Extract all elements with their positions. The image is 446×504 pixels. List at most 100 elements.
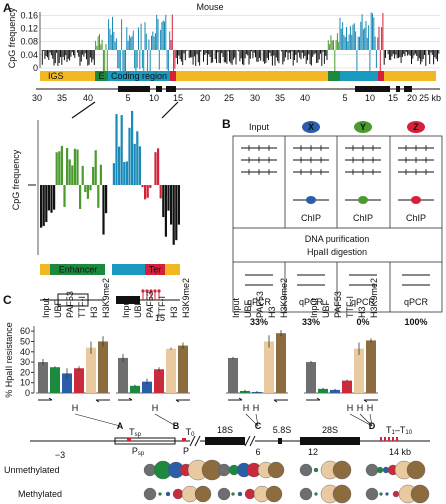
scale-label: 35 (57, 93, 67, 103)
label-part: –T (395, 425, 406, 435)
scale-label: 10 (149, 93, 159, 103)
gene-label: 28S (322, 425, 338, 435)
site-label: H (152, 403, 159, 413)
category-label: H3 (169, 306, 179, 318)
primer-arrow (363, 399, 368, 403)
schematic-block (116, 296, 140, 304)
coord-label: 12 (308, 447, 318, 457)
cpg-bar (115, 114, 118, 185)
cpg-bar (86, 185, 89, 199)
cpg-bar (79, 185, 82, 209)
y-tick-label: 0.08 (20, 37, 38, 47)
category-label: TTF-I (77, 296, 87, 318)
cpg-bar (159, 185, 162, 199)
cpg-bar (92, 166, 95, 185)
result: 33% (302, 317, 320, 327)
terminator (384, 437, 386, 441)
cpg-bar (45, 185, 48, 223)
coord-label: −3 (55, 450, 65, 460)
region-bar (108, 71, 170, 81)
scale-label: 30 (250, 93, 260, 103)
scale-label: 25 kb (419, 93, 441, 103)
category-label: UBF (243, 299, 253, 318)
y-tick-label: 10 (20, 378, 30, 388)
bar (228, 357, 238, 393)
cpg-bar (68, 159, 71, 185)
region-label: Coding region (111, 71, 167, 81)
site-letter: B (173, 421, 180, 431)
site-connector (154, 413, 177, 427)
result: 33% (250, 317, 268, 327)
gene-block (396, 86, 400, 92)
label-part: T (186, 427, 192, 437)
site-connector (74, 413, 121, 427)
column-label: Input (249, 122, 270, 132)
psp-label: Psp (132, 446, 145, 457)
region-bar (378, 71, 384, 81)
cpg-bar (141, 185, 144, 188)
terminator-head (153, 289, 157, 293)
cpg-bar (105, 185, 108, 214)
site-letter: D (369, 421, 376, 431)
scale-label: 15 (388, 93, 398, 103)
category-label: H3K9me2 (369, 278, 379, 318)
region-label: E (98, 71, 104, 81)
protein (358, 196, 368, 204)
category-label: H3K9me2 (101, 278, 111, 318)
category-label: TTF-I (345, 296, 355, 318)
bar (178, 345, 188, 393)
t-range-label: T1–T10 (386, 425, 413, 436)
protein (306, 196, 316, 204)
primer-arrow (175, 399, 180, 403)
scale-label: 30 (32, 93, 42, 103)
cpg-bar (131, 110, 134, 185)
coord-label: 14 kb (389, 447, 411, 457)
label-part: T (386, 425, 392, 435)
cpg-bar (128, 127, 131, 185)
cpg-bar (125, 161, 128, 185)
gene (300, 437, 360, 445)
schematic-box (57, 293, 89, 307)
cpg-bar (47, 185, 50, 211)
primer-arrow (316, 397, 321, 401)
protein-badge (354, 121, 372, 133)
p-label: P (183, 446, 189, 456)
cpg-bar (84, 185, 87, 192)
gene (205, 437, 245, 445)
row-label: Unmethylated (4, 465, 60, 475)
category-label: H3 (267, 306, 277, 318)
category-label: PAF53 (255, 291, 265, 318)
panel-b-frame (232, 135, 443, 313)
terminator-head (145, 289, 149, 293)
region-bar (50, 264, 105, 275)
t-sp-label: Tsp (129, 427, 142, 438)
scale-label: 5 (125, 93, 130, 103)
site-label: H (253, 403, 260, 413)
bar (142, 381, 152, 393)
gene-block (118, 86, 150, 92)
site-label: H (243, 403, 250, 413)
gene-block (404, 86, 412, 92)
cpg-bar (99, 164, 102, 185)
region-bar (95, 71, 108, 81)
cpg-bar (50, 185, 53, 213)
cpg-bar (146, 185, 149, 198)
column-label: Z (413, 122, 419, 132)
terminator (182, 438, 186, 441)
cpg-bar (76, 149, 79, 185)
y-tick-label: 50 (20, 336, 30, 346)
site-letter: C (255, 421, 262, 431)
y-tick-label: 30 (20, 357, 30, 367)
chip-label: ChIP (406, 213, 426, 223)
cpg-bar (58, 151, 61, 185)
region-label: IGS (48, 71, 64, 81)
primer-arrow (128, 397, 133, 401)
bar (318, 388, 328, 393)
category-label: PAF53 (333, 291, 343, 318)
terminator (392, 437, 394, 441)
zoom-arrow (71, 101, 96, 119)
category-label: Input (121, 297, 131, 318)
category-label: UBF (321, 299, 331, 318)
chip-label: ChIP (301, 213, 321, 223)
